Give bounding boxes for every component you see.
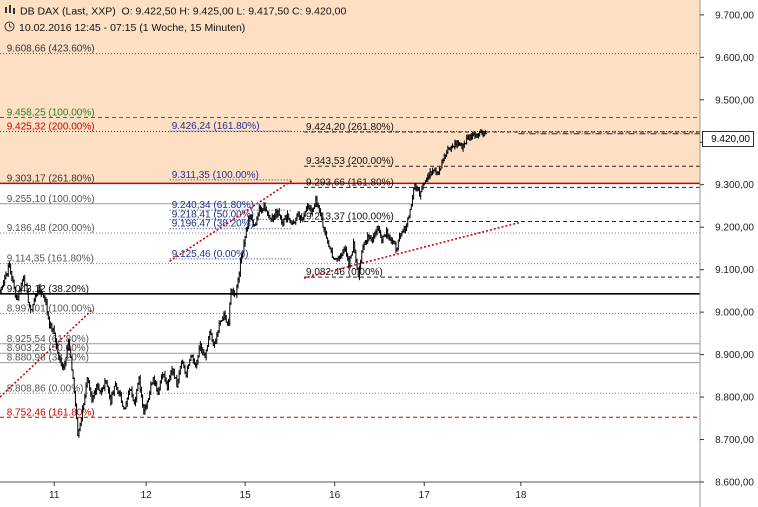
y-tick-label: 9.500,00 — [715, 95, 754, 106]
level-label: 9.114,35 (161.80%) — [7, 254, 94, 265]
x-tick-label: 12 — [141, 490, 153, 501]
level-label: 9.608,66 (423.60%) — [7, 44, 95, 55]
level-label: 9.218,41 (50.00%) — [172, 209, 254, 220]
header-line-1: DB DAX (Last, XXP) O: 9.422,50 H: 9.425,… — [4, 5, 346, 18]
trendlines — [0, 179, 522, 398]
x-tick-label: 15 — [240, 490, 252, 501]
y-tick-label: 8.600,00 — [715, 478, 754, 489]
level-label: 8.997,01 (100.00%) — [7, 303, 95, 314]
level-label: 9.311,35 (100.00%) — [172, 170, 259, 181]
last-price-tag: 9.420,00 — [702, 131, 754, 147]
y-tick-label: 9.200,00 — [715, 223, 754, 234]
period-text: 10.02.2016 12:45 - 07:15 (1 Woche, 15 Mi… — [19, 21, 246, 34]
highlight-zone — [0, 0, 700, 184]
y-tick-label: 9.300,00 — [715, 180, 754, 191]
x-tick-label: 17 — [419, 490, 431, 501]
level-label: 9.240,34 (61.80%) — [172, 200, 254, 211]
level-label: 9.196,47 (38.20%) — [172, 219, 254, 230]
y-tick-label: 9.700,00 — [715, 10, 754, 21]
trendline — [169, 179, 293, 262]
x-axis: 11 12 15 16 17 18 — [49, 482, 527, 501]
y-tick-label: 9.600,00 — [715, 53, 754, 64]
instrument-name: DB DAX (Last, XXP) — [20, 5, 116, 18]
candles — [0, 129, 488, 438]
level-label: 8.808,86 (0.00%) — [7, 383, 84, 394]
y-axis: 9.700,009.600,009.500,009.400,009.300,00… — [700, 10, 754, 489]
level-label: 8.903,26 (50.00%) — [7, 343, 89, 354]
y-tick-label: 9.000,00 — [715, 308, 754, 319]
x-tick-label: 11 — [49, 490, 60, 501]
level-label: 9.426,24 (161.80%) — [172, 121, 260, 132]
y-tick-label: 8.800,00 — [715, 393, 754, 404]
level-label: 9.255,10 (100.00%) — [7, 194, 95, 205]
level-label: 9.293,66 (161.80%) — [306, 177, 394, 188]
chart-type-icon[interactable] — [4, 5, 16, 18]
level-label: 9.082,46 (0.00%) — [306, 267, 383, 278]
clock-icon[interactable] — [4, 21, 15, 35]
ohlc-values: O: 9.422,50 H: 9.425,00 L: 9.417,50 C: 9… — [121, 5, 347, 18]
level-label: 9.186,48 (200.00%) — [7, 223, 95, 234]
trendline — [303, 221, 522, 279]
level-label: 8.752,46 (161.80%) — [7, 407, 95, 418]
level-label: 9.303,17 (261.80%) — [7, 173, 95, 184]
y-tick-label: 8.900,00 — [715, 350, 754, 361]
level-label: 9.343,53 (200.00%) — [306, 156, 394, 167]
level-label: 9.043,12 (38.20%) — [7, 284, 89, 295]
level-label: 8.925,54 (61.80%) — [7, 334, 89, 345]
level-label: 9.425,32 (200.00%) — [7, 122, 95, 133]
level-label: 9.125,46 (0.00%) — [172, 249, 249, 260]
level-label: 9.424,20 (261.80%) — [306, 122, 394, 133]
level-label: 9.458,25 (100.00%) — [7, 108, 95, 119]
x-tick-label: 18 — [515, 490, 527, 501]
x-tick-label: 16 — [329, 490, 341, 501]
level-label: 9.213,37 (100.00%) — [306, 212, 394, 223]
y-tick-label: 8.700,00 — [715, 435, 754, 446]
trendline — [0, 309, 93, 398]
header-line-2: 10.02.2016 12:45 - 07:15 (1 Woche, 15 Mi… — [4, 21, 245, 35]
level-label: 8.880,98 (38.20%) — [7, 353, 89, 364]
y-tick-label: 9.100,00 — [715, 265, 754, 276]
level-lines: 9.608,66 (423.60%) 9.458,25 (100.00%) 9.42… — [0, 44, 700, 418]
